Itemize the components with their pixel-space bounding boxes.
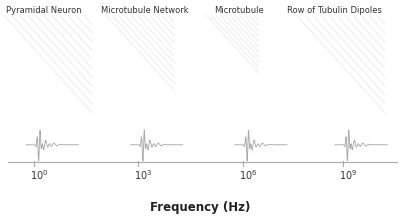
Text: Microtubule Network: Microtubule Network (101, 6, 188, 15)
Text: $10^{6}$: $10^{6}$ (239, 169, 257, 182)
Text: Row of Tubulin Dipoles: Row of Tubulin Dipoles (288, 6, 382, 15)
Text: $10^{3}$: $10^{3}$ (134, 169, 153, 182)
Text: $10^{9}$: $10^{9}$ (339, 169, 357, 182)
Text: Pyramidal Neuron: Pyramidal Neuron (6, 6, 82, 15)
Text: $10^{0}$: $10^{0}$ (30, 169, 49, 182)
Text: Frequency (Hz): Frequency (Hz) (150, 201, 251, 214)
Text: Microtubule: Microtubule (214, 6, 263, 15)
